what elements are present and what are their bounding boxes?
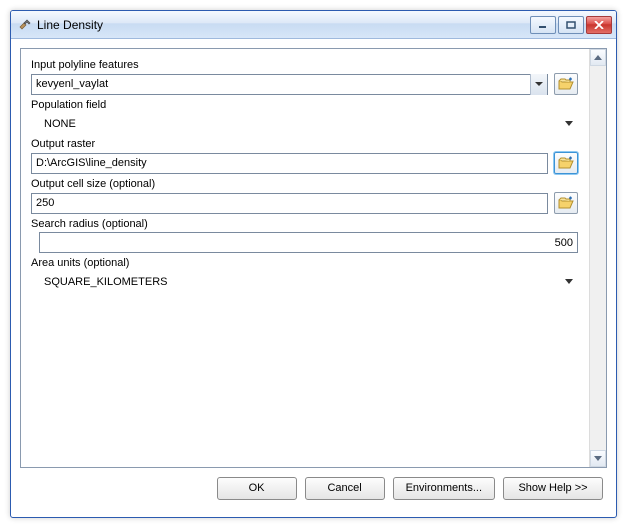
browse-output-button[interactable] xyxy=(554,152,578,174)
output-raster-label: Output raster xyxy=(31,138,578,150)
area-units-combo[interactable]: SQUARE_KILOMETERS xyxy=(39,271,578,292)
tool-hammer-icon xyxy=(17,17,33,33)
search-radius-label: Search radius (optional) xyxy=(31,218,578,230)
window-title: Line Density xyxy=(37,18,530,32)
scroll-down-button[interactable] xyxy=(590,450,606,467)
button-bar: OK Cancel Environments... Show Help >> xyxy=(20,468,607,508)
folder-open-icon xyxy=(558,196,574,210)
area-units-value: SQUARE_KILOMETERS xyxy=(44,276,167,288)
cell-size-input[interactable] xyxy=(31,193,548,214)
parameters-panel: Input polyline features kevyenl_vaylat xyxy=(20,48,607,468)
environments-button[interactable]: Environments... xyxy=(393,477,495,500)
show-help-button[interactable]: Show Help >> xyxy=(503,477,603,500)
scroll-up-button[interactable] xyxy=(590,49,606,66)
cell-size-label: Output cell size (optional) xyxy=(31,178,578,190)
search-radius-input[interactable] xyxy=(39,232,578,253)
browse-input-button[interactable] xyxy=(554,73,578,95)
ok-button[interactable]: OK xyxy=(217,477,297,500)
dialog-window: Line Density Input polyline features kev… xyxy=(10,10,617,518)
window-controls xyxy=(530,16,612,34)
chevron-down-icon xyxy=(530,74,547,95)
folder-open-icon xyxy=(558,156,574,170)
minimize-button[interactable] xyxy=(530,16,556,34)
browse-cellsize-button[interactable] xyxy=(554,192,578,214)
output-raster-input[interactable] xyxy=(31,153,548,174)
chevron-up-icon xyxy=(594,55,602,60)
cancel-button[interactable]: Cancel xyxy=(305,477,385,500)
scroll-track[interactable] xyxy=(590,66,606,450)
chevron-down-icon xyxy=(561,113,577,134)
folder-open-icon xyxy=(558,77,574,91)
population-label: Population field xyxy=(31,99,578,111)
chevron-down-icon xyxy=(594,456,602,461)
input-features-value: kevyenl_vaylat xyxy=(36,78,108,90)
titlebar: Line Density xyxy=(11,11,616,39)
maximize-button[interactable] xyxy=(558,16,584,34)
input-features-label: Input polyline features xyxy=(31,59,578,71)
population-combo[interactable]: NONE xyxy=(39,113,578,134)
input-features-combo[interactable]: kevyenl_vaylat xyxy=(31,74,548,95)
content-area: Input polyline features kevyenl_vaylat xyxy=(11,39,616,517)
close-button[interactable] xyxy=(586,16,612,34)
chevron-down-icon xyxy=(561,271,577,292)
area-units-label: Area units (optional) xyxy=(31,257,578,269)
population-value: NONE xyxy=(44,118,76,130)
vertical-scrollbar[interactable] xyxy=(589,49,606,467)
